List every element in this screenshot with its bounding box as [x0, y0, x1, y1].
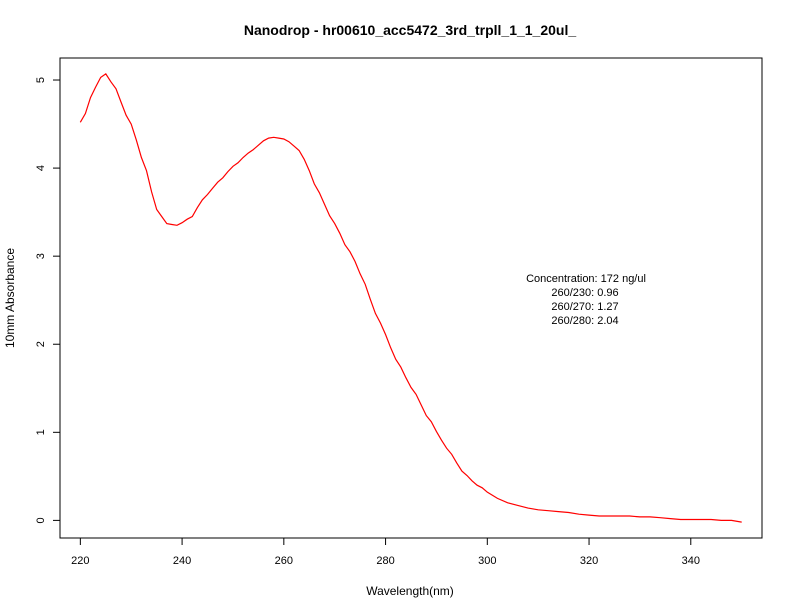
annotation-block: Concentration: 172 ng/ul 260/230: 0.96 2… [526, 273, 646, 327]
x-tick-label: 220 [71, 555, 89, 567]
y-tick-label: 5 [35, 77, 47, 83]
x-tick-label: 240 [173, 555, 191, 567]
x-axis-label: Wavelength(nm) [366, 584, 454, 598]
concentration-annotation: Concentration: 172 ng/ul [526, 273, 646, 285]
y-tick-label: 3 [35, 253, 47, 259]
x-axis: 220 240 260 280 300 320 340 [71, 537, 700, 567]
y-tick-label: 0 [35, 517, 47, 523]
y-tick-label: 2 [35, 341, 47, 347]
x-tick-label: 340 [682, 555, 700, 567]
ratio-260-280-annotation: 260/280: 2.04 [551, 315, 618, 327]
plot-frame [59, 57, 763, 539]
y-tick-label: 4 [35, 165, 47, 171]
y-axis: 0 1 2 3 4 5 [35, 77, 60, 523]
x-tick-label: 280 [376, 555, 394, 567]
x-tick-label: 320 [580, 555, 598, 567]
y-tick-label: 1 [35, 429, 47, 435]
ratio-260-230-annotation: 260/230: 0.96 [551, 287, 618, 299]
chart-title: Nanodrop - hr00610_acc5472_3rd_trpll_1_1… [244, 22, 577, 38]
x-tick-label: 260 [275, 555, 293, 567]
x-tick-label: 300 [478, 555, 496, 567]
y-axis-label: 10mm Absorbance [3, 248, 17, 348]
absorbance-series-line [79, 73, 742, 523]
ratio-260-270-annotation: 260/270: 1.27 [551, 301, 618, 313]
